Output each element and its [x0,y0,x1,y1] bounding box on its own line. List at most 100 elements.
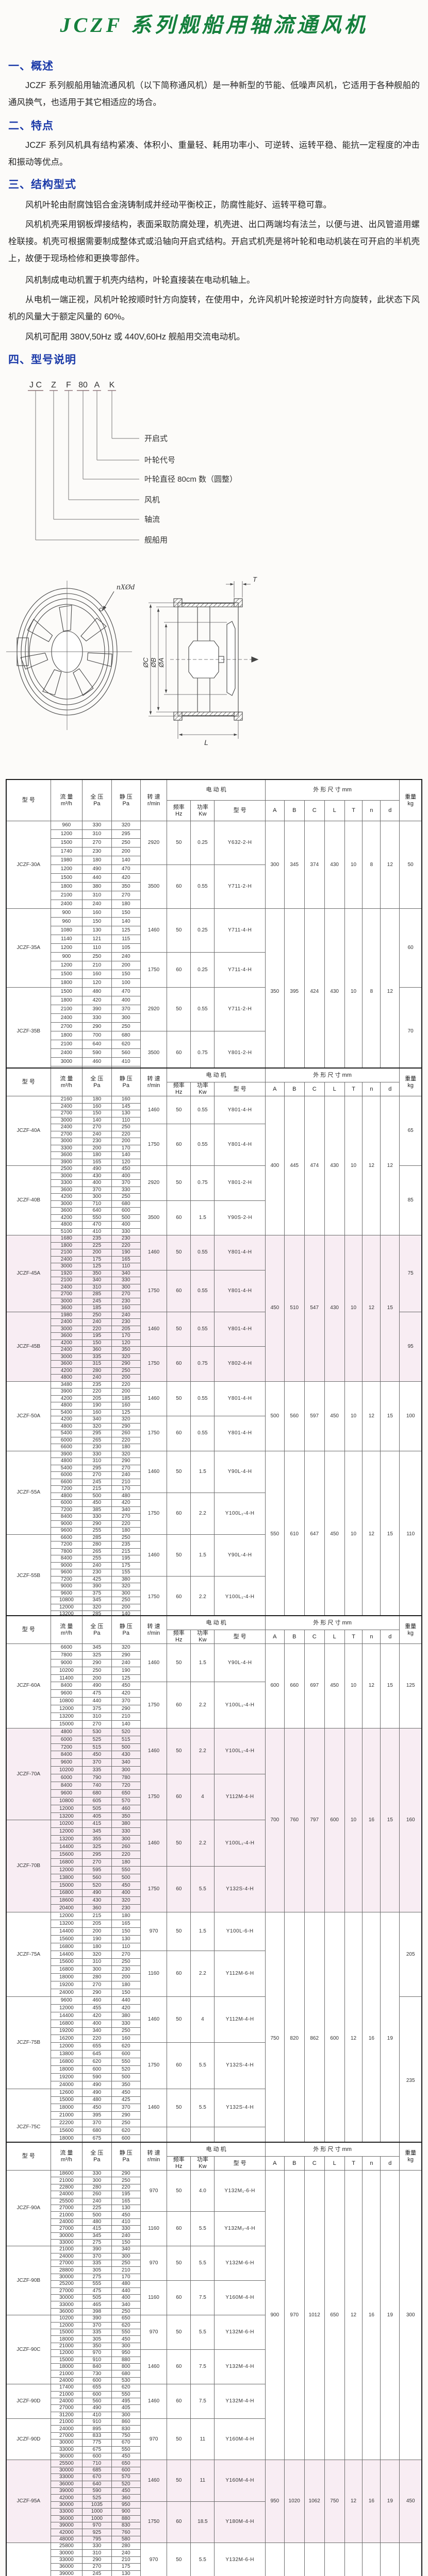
flow-value: 12000 [50,2349,83,2357]
total-pressure-value: 430 [82,1896,112,1905]
flow-value: 24000 [50,2191,83,2198]
flow-value: 1200 [50,829,83,839]
total-pressure-value: 215 [82,1912,112,1921]
flow-value: 1800 [50,1242,83,1249]
flow-value: 18000 [50,2363,83,2371]
total-pressure-value: 420 [82,2011,112,2020]
flow-value: 39000 [50,2487,83,2495]
static-pressure-value: 230 [111,1904,141,1913]
table-row: JCZF-75B 9600 460 440 1460 50 4 Y112M-4-H 235 [6,1996,422,2166]
code-part-a: A [94,381,100,389]
frequency-value: 50 [167,908,191,953]
total-pressure-value: 235 [82,1235,112,1243]
total-pressure-value: 320 [82,1603,112,1611]
flow-value: 2400 [50,1048,83,1058]
power-value: 5.5 [190,2543,215,2576]
total-pressure-value: 505 [82,2294,112,2302]
static-pressure-value: 550 [111,2328,141,2336]
dim-value: 970 [284,2170,305,2461]
static-pressure-value: 160 [111,1402,141,1410]
speed-value: 970 [140,2418,168,2461]
table-row: 12000 655 620 1750 60 5.5 Y132S-4-H [6,2042,422,2089]
motor-model-value: Y132M-6-H [214,2543,266,2576]
dim-value: 10 [344,1235,363,1382]
static-pressure-value: 215 [111,1548,141,1555]
total-pressure-value: 680 [82,1789,112,1798]
static-pressure-value: 130 [111,1110,141,1117]
static-pressure-value: 600 [111,1207,141,1215]
table-row: 1800 380 350 [6,882,422,891]
flow-value: 6600 [50,1643,83,1652]
col-header-motor-model: 型 号 [214,1082,266,1096]
static-pressure-value: 500 [111,1214,141,1222]
col-header-static-pressure: 静 压 Pa [111,1067,141,1096]
table-row: 22800 280 220 [6,2183,422,2192]
table-row: 18000 840 800 [6,2363,422,2371]
speed-value: 1460 [140,1381,168,1416]
flow-value: 7800 [50,1548,83,1555]
static-pressure-value: 200 [111,1603,141,1611]
static-pressure-value: 450 [111,2453,141,2461]
static-pressure-value: 950 [111,2349,141,2357]
static-pressure-value: 900 [111,2508,141,2516]
static-pressure-value: 430 [111,1751,141,1759]
flow-value: 3300 [50,1144,83,1152]
table-row: 48000 795 580 [6,2535,422,2544]
col-header-dim-l: L [324,1630,345,1644]
static-pressure-value: 300 [111,1766,141,1775]
static-pressure-value: 320 [111,1416,141,1423]
table-row: JCZF-60A 6600 345 320 1460 50 1.5 Y90L-4-H 600 66… [6,1643,422,1728]
total-pressure-value: 310 [82,1283,112,1291]
total-pressure-value: 590 [82,1048,112,1058]
speed-value: 1460 [140,1820,168,1867]
power-value: 18.5 [190,2501,215,2544]
total-pressure-value: 265 [82,1548,112,1555]
static-pressure-value: 100 [111,978,141,988]
total-pressure-value: 195 [82,1332,112,1340]
dim-value: 395 [284,908,305,1076]
flow-value: 2500 [50,1165,83,1173]
motor-model-value: Y100L₁-4-H [214,1492,266,1535]
static-pressure-value: 495 [111,2397,141,2405]
table-row: 36000 600 450 [6,2453,422,2461]
frequency-value: 60 [167,2211,191,2247]
static-pressure-value: 400 [111,2294,141,2302]
flow-value: 24000 [50,2397,83,2405]
table-row: 12000 455 420 [6,2004,422,2012]
dim-value: 10 [344,1381,363,1451]
col-header-dim-l: L [324,1082,345,1096]
table-row: 1800 225 220 [6,1242,422,1249]
static-pressure-value: 370 [111,1179,141,1187]
dim-value: 345 [284,821,305,909]
total-pressure-value: 465 [82,2301,112,2309]
total-pressure-value: 490 [82,1165,112,1173]
fan-outline-drawing: nXØd [6,575,259,747]
total-pressure-value: 910 [82,2418,112,2426]
spec-table-4: 型 号流 量 m³/h 全 压 Pa 静 压 Pa 转 速 r/min 电 动 机外 形 尺 寸… [6,2142,422,2576]
flow-value: 2160 [50,1096,83,1104]
weight-value: 235 [399,1996,422,2166]
motor-model-value: Y801-2-H [214,1165,266,1201]
total-pressure-value: 430 [82,1172,112,1180]
motor-model-value: Y100L₁-4-H [214,1820,266,1867]
dim-value: 19 [380,2170,400,2461]
flow-value: 900 [50,952,83,961]
col-header-dim-n: n [362,800,381,821]
power-value: 0.55 [190,1381,215,1416]
flow-value: 4200 [50,1193,83,1201]
dim-value: 510 [284,1235,305,1382]
static-pressure-value: 150 [111,2239,141,2247]
col-header-model: 型 号 [6,1067,51,1096]
weight-value: 450 [399,2543,422,2576]
flow-value: 21000 [50,2246,83,2253]
speed-value: 2920 [140,821,168,865]
model-name: JCZF-55A [6,1450,51,1535]
static-pressure-value: 620 [111,2321,141,2329]
dim-value: 820 [284,1912,305,2166]
motor-model-value: Y90L-4-H [214,1534,266,1577]
flow-value: 4800 [50,1727,83,1736]
power-value: 4.0 [190,2170,215,2212]
static-pressure-value: 400 [111,996,141,1005]
total-pressure-value: 1000 [82,2515,112,2522]
code-part-jc: J C [29,381,42,389]
